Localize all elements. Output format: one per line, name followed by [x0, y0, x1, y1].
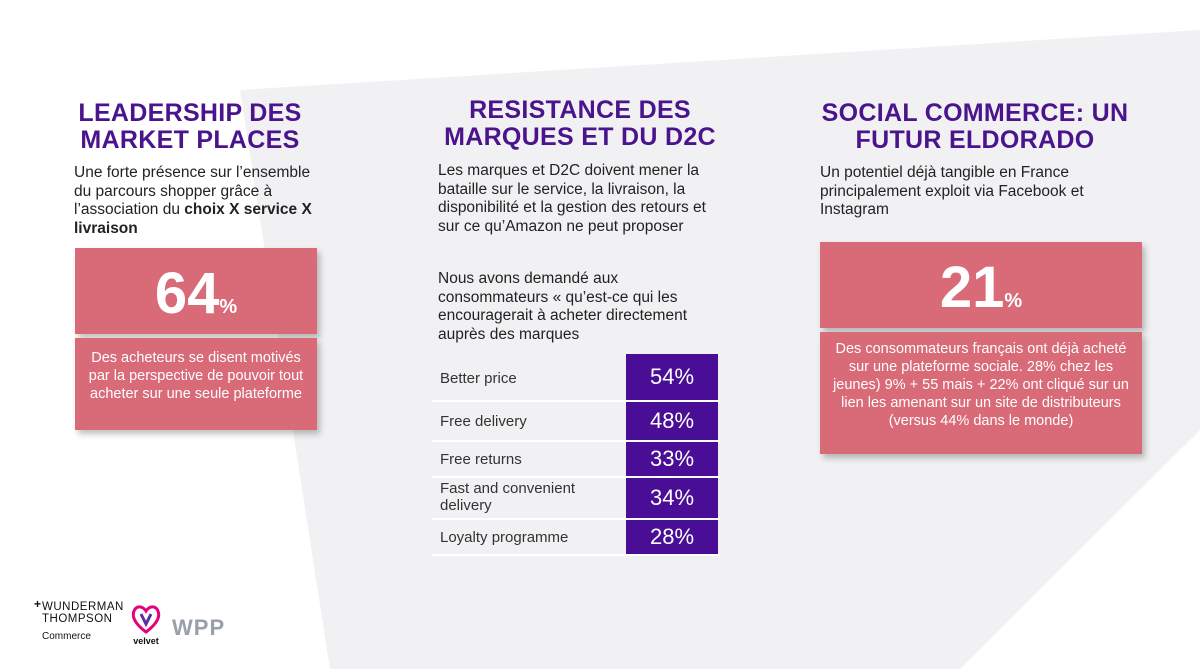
row-label: Free returns: [440, 451, 522, 468]
table-row-loyalty: Loyalty programme 28%: [432, 520, 720, 556]
column3-title-line1: SOCIAL COMMERCE: UN: [821, 99, 1129, 127]
wunderman-line2: THOMPSON: [42, 613, 113, 625]
row-value: 54%: [626, 354, 718, 400]
column3-stat-box: 21%: [820, 242, 1142, 328]
column2-text2: Nous avons demandé aux consommateurs « q…: [438, 270, 688, 343]
column1-stat-unit: %: [219, 296, 238, 318]
row-value: 28%: [626, 520, 718, 554]
column3-text: Un potentiel déjà tangible en France pri…: [820, 164, 1084, 218]
column3-title-line2: FUTUR ELDORADO: [855, 126, 1095, 154]
column1-desc-box: Des acheteurs se disent motivés par la p…: [75, 338, 317, 430]
row-value: 33%: [626, 442, 718, 476]
row-label: Loyalty programme: [440, 529, 569, 546]
column1-stat-box: 64%: [75, 248, 317, 334]
column1-title-line1: LEADERSHIP DES: [78, 99, 302, 127]
row-value: 48%: [626, 402, 718, 440]
column3-stat-unit: %: [1004, 290, 1023, 312]
wunderman-thompson-logo: + WUNDERMAN THOMPSON Commerce: [34, 597, 124, 642]
column3-stat-desc: Des consommateurs français ont déjà ache…: [833, 341, 1129, 429]
column1-stat: 64%: [75, 260, 317, 327]
column3-desc-box: Des consommateurs français ont déjà ache…: [820, 332, 1142, 454]
column2-title-line2: MARQUES ET DU D2C: [444, 123, 716, 151]
velvet-logo: velvet: [128, 604, 164, 646]
column2-title: RESISTANCE DES MARQUES ET DU D2C: [430, 97, 730, 151]
column1-title: LEADERSHIP DES MARKET PLACES: [50, 100, 330, 154]
column1-text-bold: choix X service X livraison: [74, 201, 312, 237]
row-label: Free delivery: [440, 413, 527, 430]
row-value: 34%: [626, 478, 718, 518]
column1-text: Une forte présence sur l’ensemble du par…: [74, 164, 314, 238]
column1-text-plain: Une forte présence sur l’ensemble du par…: [74, 164, 311, 218]
table-row-fast-delivery: Fast and convenient delivery 34%: [432, 478, 720, 520]
column1-stat-desc: Des acheteurs se disent motivés par la p…: [88, 350, 304, 402]
row-label: Fast and convenient delivery: [440, 480, 576, 514]
velvet-heart-icon: [131, 605, 161, 634]
column3-title: SOCIAL COMMERCE: UN FUTUR ELDORADO: [810, 100, 1140, 154]
table-row-better-price: Better price 54%: [432, 354, 720, 402]
column3-stat-value: 21: [939, 255, 1005, 320]
column1-stat-value: 64: [154, 261, 220, 326]
table-row-free-returns: Free returns 33%: [432, 442, 720, 478]
row-label: Better price: [440, 370, 517, 387]
column1-title-line2: MARKET PLACES: [80, 126, 300, 154]
wunderman-line3: Commerce: [42, 631, 91, 642]
column2-text1: Les marques et D2C doivent mener la bata…: [438, 162, 706, 235]
wunderman-line1: WUNDERMAN: [42, 601, 124, 613]
column3-stat: 21%: [820, 254, 1142, 321]
velvet-label: velvet: [133, 636, 159, 646]
column2-title-line1: RESISTANCE DES: [469, 96, 691, 124]
wpp-logo: WPP: [172, 615, 226, 640]
table-row-free-delivery: Free delivery 48%: [432, 402, 720, 442]
logo-plus-icon: +: [34, 597, 42, 611]
